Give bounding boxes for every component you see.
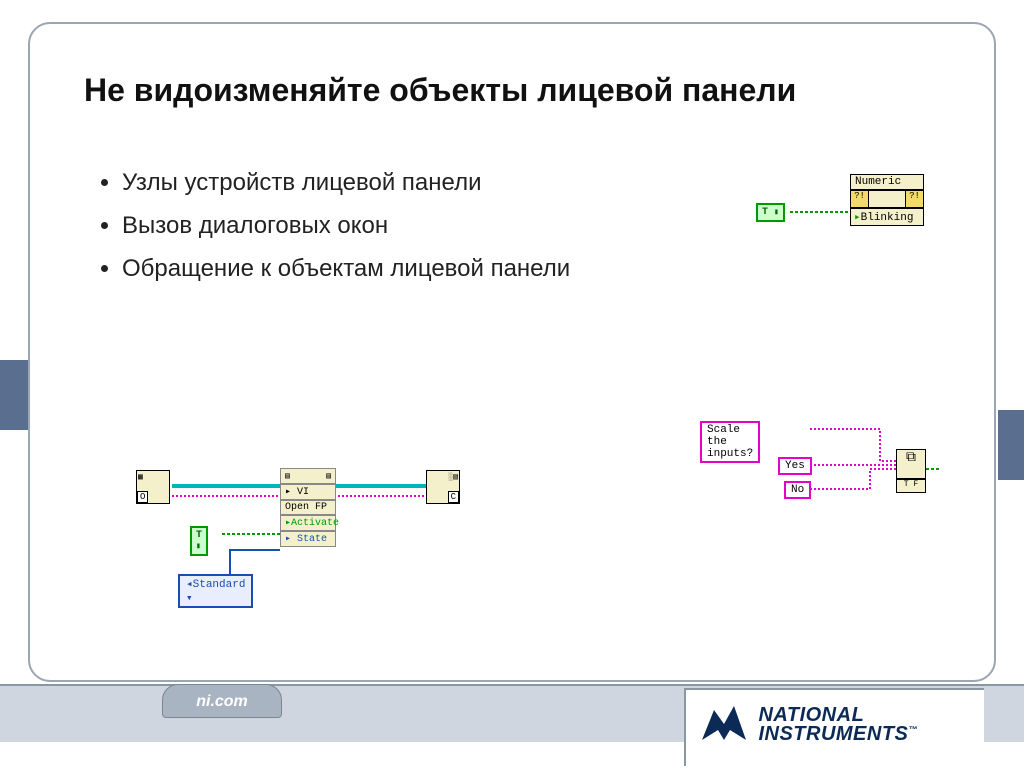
vi-label: VI <box>297 487 309 498</box>
no-button-label: No <box>784 481 811 499</box>
accent-bar-right <box>998 410 1024 480</box>
app-ref-icon: ▦ O <box>136 470 170 504</box>
close-ref-icon: ░▧ C <box>426 470 460 504</box>
accent-bar-left <box>0 360 28 430</box>
bullet-list: Узлы устройств лицевой панели Вызов диал… <box>100 164 570 294</box>
numeric-label: Numeric <box>850 174 924 190</box>
o-terminal: O <box>137 491 148 503</box>
bullet-item: Вызов диалоговых окон <box>122 207 570 244</box>
slide-title: Не видоизменяйте объекты лицевой панели <box>84 72 796 109</box>
dialog-prompt: Scale the inputs? <box>700 421 760 463</box>
ni-com-tab: ni.com <box>162 684 282 718</box>
diagram-property-node: Numeric ?! ?! ▸Blinking T ▮ <box>750 174 950 248</box>
ni-eagle-icon <box>700 700 748 749</box>
slide-frame: Не видоизменяйте объекты лицевой панели … <box>28 22 996 682</box>
tm-mark: ™ <box>908 724 918 734</box>
bullet-item: Обращение к объектам лицевой панели <box>122 250 570 287</box>
state-label: State <box>297 534 327 545</box>
tf-terminal-icon: T F <box>896 479 926 493</box>
yes-button-label: Yes <box>778 457 812 475</box>
blinking-prop: Blinking <box>861 212 914 224</box>
logo-line2: INSTRUMENTS <box>758 723 908 745</box>
standard-ring: ◂Standard ▾ <box>178 574 253 608</box>
c-terminal: C <box>448 491 459 503</box>
bool-constant-icon: T ▮ <box>756 203 785 222</box>
bullet-item: Узлы устройств лицевой панели <box>122 164 570 201</box>
bool-constant-icon: T ▮ <box>190 526 208 556</box>
two-button-dialog-icon: ⧉ <box>896 449 926 479</box>
open-fp-label: Open FP <box>280 500 336 515</box>
ni-logo: NATIONAL INSTRUMENTS™ <box>684 688 984 766</box>
activate-label: Activate <box>291 518 339 529</box>
